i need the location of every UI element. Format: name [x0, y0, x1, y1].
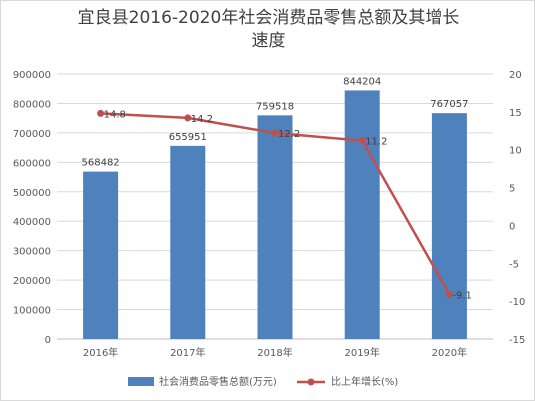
growth-point	[445, 290, 453, 298]
x-tick-label: 2016年	[83, 346, 118, 359]
y-left-tick-label: 400000	[13, 217, 51, 228]
bar	[170, 145, 206, 339]
bar-data-label: 759518	[256, 101, 294, 112]
chart-title-line-1: 宜良县2016-2020年社会消费品零售总额及其增长	[77, 8, 460, 28]
y-left-tick-label: 600000	[13, 158, 51, 169]
y-right-tick-label: 5	[509, 184, 515, 195]
growth-point	[271, 129, 279, 137]
y-right-tick-label: -10	[509, 297, 525, 308]
x-tick-label: 2019年	[344, 346, 379, 359]
y-right-tick-label: 10	[509, 146, 522, 157]
x-tick-label: 2017年	[170, 346, 205, 359]
growth-point	[97, 109, 105, 117]
y-right-tick-label: -5	[509, 259, 519, 270]
bar	[344, 90, 380, 339]
bar-data-label: 568482	[82, 158, 120, 169]
growth-data-label: 11.2	[365, 137, 387, 148]
legend-label-line: 比上年增长(%)	[331, 375, 398, 388]
bar-data-label: 655951	[169, 132, 207, 143]
x-tick-label: 2020年	[432, 346, 467, 359]
bar	[257, 115, 293, 340]
growth-data-label: 14.8	[104, 109, 126, 120]
chart-title: 宜良县2016-2020年社会消费品零售总额及其增长 速度	[1, 7, 535, 53]
growth-data-label: 12.2	[278, 129, 300, 140]
y-left-tick-label: 0	[45, 335, 51, 346]
y-right-tick-label: 20	[509, 70, 522, 81]
y-right-tick-label: -15	[509, 335, 525, 346]
bar-data-label: 767057	[430, 99, 468, 110]
y-left-tick-label: 300000	[13, 247, 51, 258]
y-right-tick-label: 0	[509, 221, 515, 232]
growth-point	[358, 137, 366, 145]
y-left-tick-label: 100000	[13, 306, 51, 317]
legend-marker-line	[307, 378, 315, 386]
x-tick-label: 2018年	[257, 346, 292, 359]
growth-point	[184, 114, 192, 122]
y-left-tick-label: 700000	[13, 129, 51, 140]
legend-label-bars: 社会消费品零售总额(万元)	[159, 375, 277, 388]
legend-swatch-bars	[128, 377, 154, 386]
growth-data-label: 14.2	[191, 114, 213, 125]
y-left-tick-label: 900000	[13, 70, 51, 81]
y-left-tick-label: 800000	[13, 99, 51, 110]
growth-data-label: -9.1	[452, 290, 472, 301]
bar	[431, 113, 467, 340]
y-left-tick-label: 200000	[13, 276, 51, 287]
y-left-tick-label: 500000	[13, 188, 51, 199]
bar-data-label: 844204	[343, 76, 381, 87]
bar	[83, 171, 119, 339]
y-right-tick-label: 15	[509, 108, 522, 119]
chart-title-line-2: 速度	[251, 31, 286, 51]
